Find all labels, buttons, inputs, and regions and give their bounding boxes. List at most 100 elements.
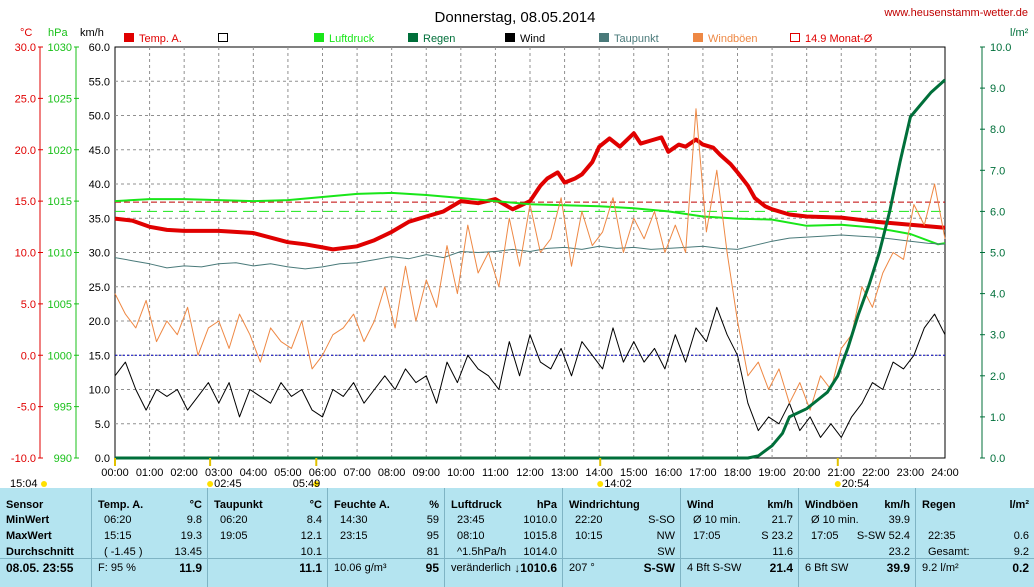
wind-tick: 40.0	[89, 179, 110, 191]
x-tick: 07:00	[343, 467, 371, 479]
stats-cell: 22:35	[928, 530, 956, 542]
x-tick: 11:00	[482, 467, 509, 479]
stats-column: Taupunkt °C 06:20 8.4 19:05 12.1 10.1 11.1	[207, 488, 328, 587]
series-taupunkt	[114, 234, 946, 270]
stats-cell: 81	[426, 546, 439, 558]
stats-cell: 39.9	[886, 561, 910, 575]
x-tick: 23:00	[897, 467, 925, 479]
legend-swatch	[218, 33, 228, 42]
stats-cell: 1014.0	[523, 546, 557, 558]
stats-column: Temp. A. °C 06:20 9.8 15:15 19.3 ( -1.45 ) 13.4…	[91, 488, 208, 587]
x-tick: 13:00	[551, 467, 579, 479]
press-tick: 1000	[48, 350, 72, 362]
stats-cell: F: 95 %	[98, 562, 136, 574]
x-tick: 15:00	[620, 467, 648, 479]
marker-time: 14:02	[604, 478, 632, 488]
rain-tick: 4.0	[990, 289, 1005, 301]
stats-cell: Wind	[687, 499, 714, 511]
chart-title: Donnerstag, 08.05.2014	[435, 9, 596, 26]
x-tick: 14:00	[585, 467, 613, 479]
stats-cell: S 23.2	[761, 530, 793, 542]
stats-cell: ↓1010.6	[514, 561, 557, 575]
stats-cell: Luftdruck	[451, 499, 502, 511]
stats-cell: MinWert	[6, 514, 50, 526]
x-tick: 03:00	[205, 467, 233, 479]
stats-cell: 0.6	[1013, 530, 1029, 542]
stats-cell: 21.4	[769, 561, 793, 575]
temp-tick: -5.0	[17, 402, 36, 414]
unit-temp: °C	[20, 27, 32, 39]
stats-cell: 39.9	[888, 514, 910, 526]
stats-cell: ( -1.45 )	[104, 546, 143, 558]
temp-tick: 30.0	[15, 42, 36, 54]
stats-cell: km/h	[767, 499, 793, 511]
stats-cell: 14:30	[340, 514, 368, 526]
wind-tick: 60.0	[89, 42, 110, 54]
x-tick: 21:00	[827, 467, 855, 479]
legend-label: Temp. A.	[139, 33, 182, 45]
stats-cell: S-SW 52.4	[856, 530, 910, 542]
stats-cell: MaxWert	[6, 530, 52, 542]
stats-cell: Ø 10 min.	[693, 514, 741, 526]
site-url[interactable]: www.heusenstamm-wetter.de	[883, 7, 1028, 19]
temp-tick: 10.0	[15, 248, 36, 260]
marker-time: 05:49	[293, 478, 321, 488]
stats-cell: Windböen	[805, 499, 859, 511]
x-tick: 18:00	[724, 467, 752, 479]
wind-tick: 45.0	[89, 145, 110, 157]
sun-marker-icon	[313, 481, 320, 487]
stats-cell: 19.3	[180, 530, 202, 542]
rain-tick: 3.0	[990, 330, 1005, 342]
stats-cell: 08.05. 23:55	[6, 561, 74, 575]
legend-swatch	[124, 33, 134, 42]
series-wind	[114, 306, 946, 438]
legend-swatch	[599, 33, 609, 42]
unit-rain: l/m²	[1010, 27, 1029, 39]
series-lines	[114, 78, 946, 460]
stats-cell: 23:45	[457, 514, 485, 526]
x-tick: 20:00	[793, 467, 821, 479]
stats-cell: 9.2 l/m²	[922, 562, 959, 574]
stats-cell: 10:15	[575, 530, 603, 542]
rain-tick: 10.0	[990, 42, 1011, 54]
press-tick: 995	[54, 402, 72, 414]
legend-label: 14.9 Monat-Ø	[805, 33, 873, 45]
stats-cell: 1015.8	[523, 530, 557, 542]
wind-tick: 30.0	[89, 248, 110, 260]
wind-tick: 0.0	[95, 453, 110, 465]
x-tick: 02:00	[170, 467, 198, 479]
rain-tick: 5.0	[990, 248, 1005, 260]
x-tick: 12:00	[516, 467, 544, 479]
temp-tick: 0.0	[21, 350, 36, 362]
stats-cell: 8.4	[306, 514, 322, 526]
stats-cell: 1010.0	[523, 514, 557, 526]
stats-cell: 17:05	[693, 530, 721, 542]
legend-swatch	[314, 33, 324, 42]
axis-labels: -10.0 -5.0 0.0 5.0 10.0 15.0 20.0 25.0 30.0 990 99…	[11, 42, 1012, 479]
x-tick: 00:00	[101, 467, 129, 479]
stats-column: Luftdruck hPa 23:45 1010.0 08:10 1015.8 ^1.5hP…	[444, 488, 563, 587]
stats-cell: 21.7	[771, 514, 793, 526]
press-tick: 1030	[48, 42, 72, 54]
x-tick: 08:00	[378, 467, 406, 479]
stats-cell: 207 °	[569, 562, 595, 574]
marker-time: 20:54	[842, 478, 870, 488]
legend-label: Wind	[520, 33, 545, 45]
press-tick: 990	[54, 453, 72, 465]
temp-tick: 20.0	[15, 145, 36, 157]
sun-marker-icon	[834, 481, 841, 487]
press-tick: 1010	[48, 248, 72, 260]
x-tick: 01:00	[136, 467, 164, 479]
wind-tick: 25.0	[89, 282, 110, 294]
x-tick: 10:00	[447, 467, 475, 479]
stats-cell: 59	[426, 514, 439, 526]
sun-marker-icon	[597, 481, 604, 487]
table-divider	[0, 558, 1034, 559]
unit-press: hPa	[48, 27, 68, 39]
legend-label: Taupunkt	[614, 33, 659, 45]
temp-tick: 5.0	[21, 299, 36, 311]
stats-cell: S-SO	[648, 514, 675, 526]
stats-cell: Feuchte A.	[334, 499, 390, 511]
stats-column: Sensor MinWert MaxWert Durchschnitt 08.05. 2…	[0, 488, 91, 587]
stats-cell: NW	[656, 530, 675, 542]
